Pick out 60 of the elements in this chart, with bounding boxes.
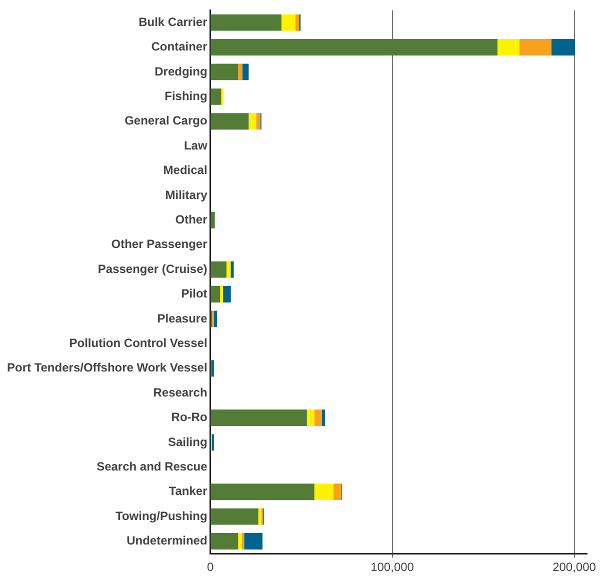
bar [238,64,242,80]
y-tick-label: Fishing [164,88,208,103]
bar [220,286,224,302]
bar [238,533,242,550]
bar [519,39,552,56]
x-tick-label: 0 [206,560,214,574]
bar [306,410,314,426]
y-tick-label: Pilot [181,286,208,301]
bar [242,533,244,550]
y-tick-label: Ro-Ro [171,410,208,424]
bar [244,533,263,550]
y-tick-label: Other [175,212,208,226]
bar [210,64,238,80]
bar [210,39,498,56]
bar [210,484,314,500]
bar [295,14,300,31]
bar [210,286,220,302]
y-tick-label: Port Tenders/Offshore Work Vessel [6,360,208,375]
bar [210,14,282,31]
bar [210,533,238,550]
y-tick-label: Bulk Carrier [138,14,208,29]
y-tick-label: Pollution Control Vessel [69,336,208,350]
bar [497,39,520,56]
y-tick-label: Tanker [168,484,208,498]
y-tick-label: General Cargo [124,114,208,128]
y-tick-label: Towing/Pushing [116,508,208,523]
y-tick-label: Law [184,138,208,152]
bar [210,113,249,130]
bar [248,113,256,130]
bar [314,484,334,500]
y-tick-label: Pleasure [157,311,208,326]
x-tick-label: 100,000 [370,560,414,574]
bar [223,286,231,302]
bar [210,212,215,228]
y-tick-label: Dredging [154,64,208,78]
bar [211,360,214,377]
x-tick-label: 200,000 [552,560,596,574]
y-tick-label: Passenger (Cruise) [98,262,208,276]
y-tick-label: Military [165,188,208,202]
bar [210,508,258,525]
y-tick-label: Other Passenger [111,237,208,252]
bar [242,64,249,80]
bar [210,410,307,426]
bar [226,261,231,278]
y-tick-label: Undetermined [126,534,208,548]
bar [322,410,325,426]
y-tick-label: Container [151,40,208,54]
bar [314,410,322,426]
y-tick-label: Medical [163,163,208,178]
bar [210,261,226,278]
bar [551,39,575,56]
bar [230,261,234,278]
y-tick-label: Research [153,385,208,400]
bar [281,14,296,31]
bar [214,310,218,328]
bar [333,484,341,500]
y-tick-label: Sailing [168,434,208,449]
bar [256,113,260,130]
bar [210,88,222,105]
y-tick-label: Search and Rescue [96,459,208,474]
